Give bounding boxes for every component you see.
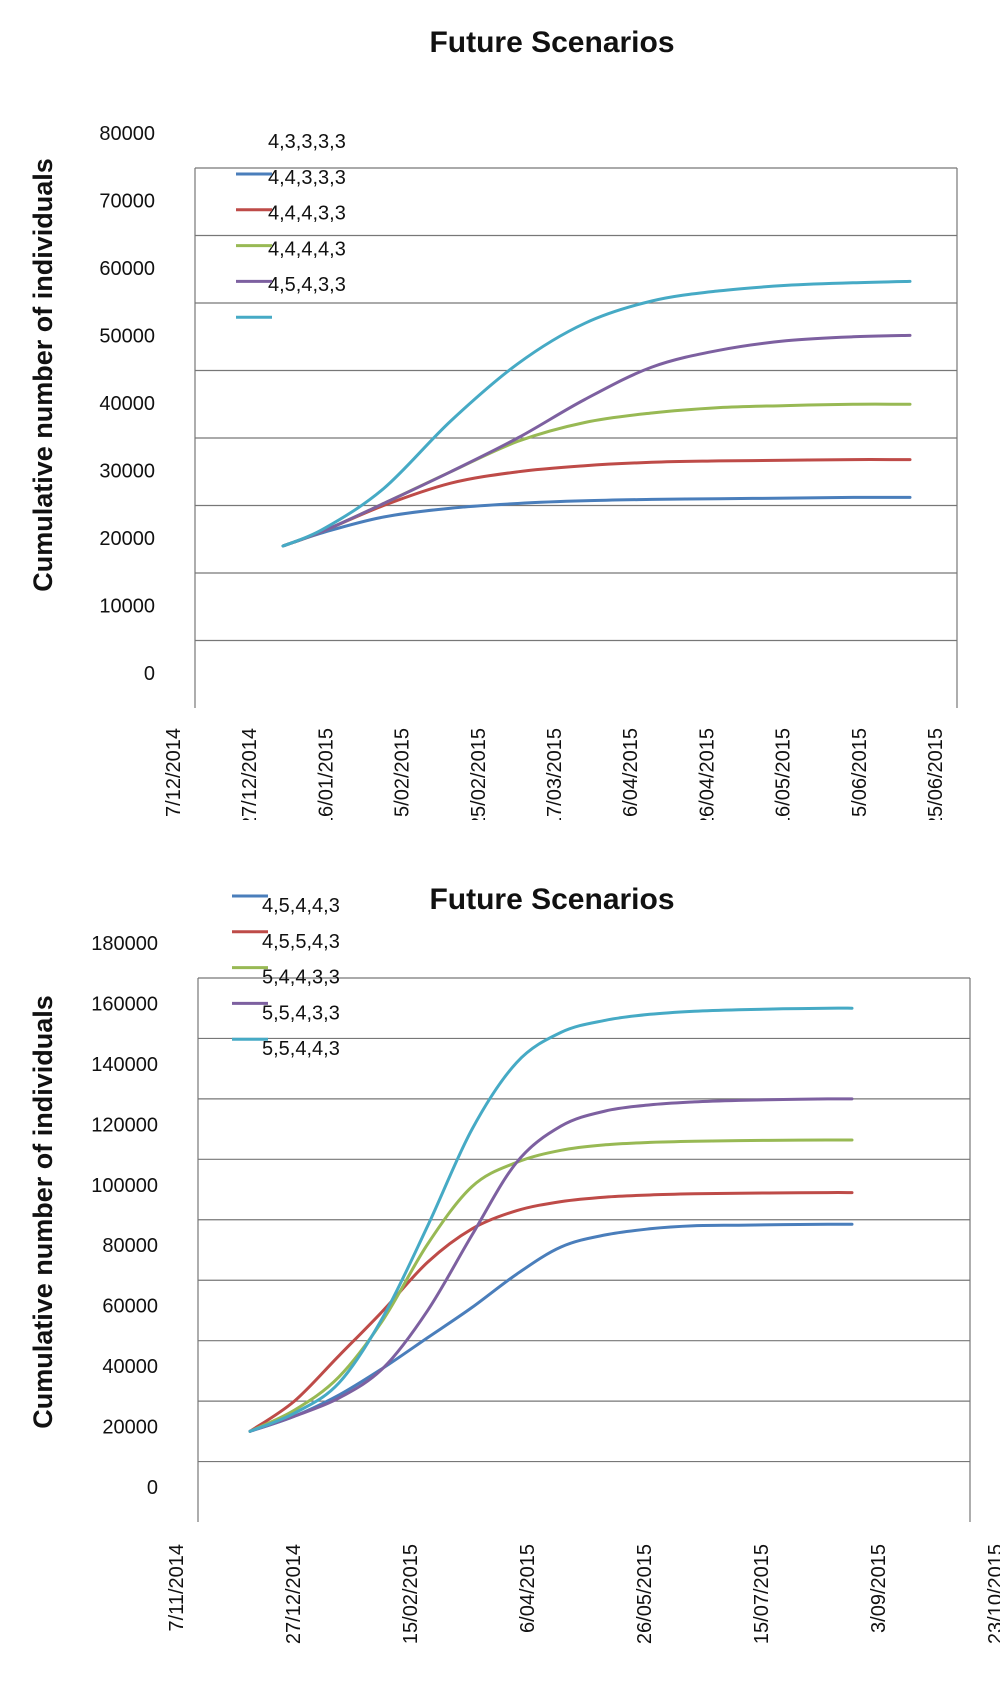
y-tick-label: 80000 [99, 123, 155, 145]
legend-label: 5,5,4,4,3 [262, 1038, 340, 1060]
series-line-4 [248, 1097, 854, 1433]
y-tick-label: 80000 [102, 1235, 158, 1257]
legend: 4,5,4,4,3 4,5,5,4,3 5,4,4,3,3 5,5,4,3,3 5,5,… [232, 894, 340, 1060]
x-tick-label: 6/04/2015 [620, 728, 642, 817]
series-line-5 [281, 279, 912, 548]
x-tick-label: 6/04/2015 [517, 1544, 539, 1633]
legend-label: 5,5,4,3,3 [262, 1002, 340, 1024]
x-tick-label: 16/05/2015 [773, 728, 795, 820]
y-axis-label: Cumulative number of individuals [28, 158, 58, 592]
series-line-2 [281, 458, 912, 548]
y-tick-label: 10000 [99, 596, 155, 618]
plot-series [248, 1006, 854, 1433]
series-line-3 [281, 402, 912, 548]
x-tick-label: 16/01/2015 [315, 728, 337, 820]
x-tick-label: 26/04/2015 [696, 728, 718, 820]
y-axis-label: Cumulative number of individuals [28, 995, 58, 1429]
series-line-1 [281, 495, 912, 548]
legend-label: 4,5,5,4,3 [262, 931, 340, 953]
x-tick-label: 7/12/2014 [163, 728, 185, 817]
y-tick-labels: 0 10000 20000 30000 40000 50000 60000 70000 8000… [99, 123, 155, 685]
y-tick-label: 40000 [99, 393, 155, 415]
y-tick-label: 30000 [99, 461, 155, 483]
x-tick-label: 17/03/2015 [544, 728, 566, 820]
x-tick-labels: 7/12/2014 27/12/2014 16/01/2015 5/02/2015 25… [163, 728, 947, 820]
y-tick-label: 140000 [91, 1054, 158, 1076]
x-tick-label: 15/07/2015 [751, 1544, 773, 1644]
x-tick-label: 26/05/2015 [634, 1544, 656, 1644]
y-tick-label: 0 [147, 1477, 158, 1499]
legend-label: 5,4,4,3,3 [262, 967, 340, 989]
x-tick-label: 5/06/2015 [849, 728, 871, 817]
y-tick-label: 60000 [99, 258, 155, 280]
legend-label: 4,3,3,3,3 [268, 131, 346, 153]
y-tick-label: 180000 [91, 933, 158, 955]
series-line-3 [248, 1138, 854, 1433]
chart-1: Future Scenarios Cumulative number of in… [28, 26, 958, 820]
legend-label: 4,4,3,3,3 [268, 167, 346, 189]
legend-label: 4,4,4,4,3 [268, 238, 346, 260]
x-tick-labels: 7/11/2014 27/12/2014 15/02/2015 6/04/2015 26… [166, 1544, 1000, 1644]
y-tick-label: 160000 [91, 993, 158, 1015]
y-tick-label: 20000 [99, 528, 155, 550]
x-tick-label: 25/06/2015 [925, 728, 947, 820]
x-tick-label: 7/11/2014 [166, 1544, 188, 1632]
chart-2: Future Scenarios Cumulative number of in… [28, 883, 1000, 1644]
y-tick-label: 100000 [91, 1175, 158, 1197]
y-tick-labels: 0 20000 40000 60000 80000 100000 120000 140000 1… [91, 933, 158, 1499]
y-tick-label: 0 [144, 663, 155, 685]
x-tick-label: 5/02/2015 [392, 728, 414, 817]
plot-series [281, 279, 912, 548]
series-line-1 [248, 1222, 854, 1433]
y-tick-label: 50000 [99, 326, 155, 348]
series-line-2 [248, 1191, 854, 1433]
legend-label: 4,4,4,3,3 [268, 203, 346, 225]
gridlines [194, 167, 958, 708]
series-line-4 [281, 333, 912, 548]
y-tick-label: 60000 [102, 1296, 158, 1318]
x-tick-label: 15/02/2015 [400, 1544, 422, 1644]
y-tick-label: 20000 [102, 1417, 158, 1439]
x-tick-label: 3/09/2015 [868, 1544, 890, 1633]
y-tick-label: 70000 [99, 191, 155, 213]
x-tick-label: 23/10/2015 [985, 1544, 1000, 1644]
y-tick-label: 40000 [102, 1356, 158, 1378]
legend-label: 4,5,4,4,3 [262, 895, 340, 917]
legend-label: 4,5,4,3,3 [268, 274, 346, 296]
y-tick-label: 120000 [91, 1114, 158, 1136]
legend: 4,3,3,3,3 4,4,3,3,3 4,4,4,3,3 4,4,4,4,3 4,5,… [236, 131, 346, 319]
series-line-5 [248, 1006, 854, 1433]
chart-title: Future Scenarios [429, 26, 674, 59]
chart-title: Future Scenarios [429, 883, 674, 916]
x-tick-label: 25/02/2015 [468, 728, 490, 820]
x-tick-label: 27/12/2014 [283, 1544, 305, 1644]
x-tick-label: 27/12/2014 [239, 728, 261, 820]
